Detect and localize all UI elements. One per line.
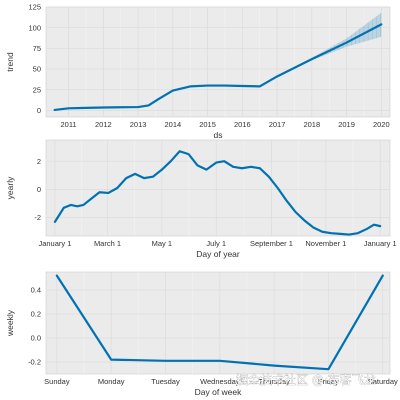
x-tick-label: 2020 xyxy=(373,120,390,129)
y-tick-label: 0.2 xyxy=(31,310,41,319)
series-line-yearly xyxy=(53,150,382,236)
x-tick-label: July 1 xyxy=(206,239,226,248)
y-tick-label: 25 xyxy=(33,85,41,94)
plot-area xyxy=(45,6,391,118)
x-tick-label: 2017 xyxy=(269,120,286,129)
x-tick-label: September 1 xyxy=(250,239,293,248)
y-tick-label: -0.2 xyxy=(28,358,41,367)
x-tick-label: November 1 xyxy=(305,239,346,248)
x-tick-label: January 1 xyxy=(38,239,71,248)
x-axis-label: Day of year xyxy=(196,249,240,259)
y-tick-label: 75 xyxy=(33,44,41,53)
x-tick-label: 2015 xyxy=(199,120,216,129)
x-tick-label: 2012 xyxy=(95,120,112,129)
y-axis-label: trend xyxy=(5,52,15,72)
y-tick-label: 2 xyxy=(37,157,41,166)
series-line-weekly xyxy=(55,274,384,371)
x-tick-label: 2019 xyxy=(338,120,355,129)
x-tick-label: Wednesday xyxy=(200,377,240,386)
x-tick-label: 2016 xyxy=(234,120,251,129)
x-tick-label: 2011 xyxy=(61,120,77,129)
x-tick-label: May 1 xyxy=(152,239,172,248)
subplot-yearly: January 1 March 1 May 1 July 1 September 1 No… xyxy=(5,139,397,259)
x-tick-label: 2014 xyxy=(164,120,181,129)
x-tick-label: Tuesday xyxy=(151,377,180,386)
y-tick-label: 0 xyxy=(37,185,41,194)
x-tick-label: Friday xyxy=(318,377,339,386)
x-axis-label: Day of week xyxy=(195,387,243,397)
subplot-trend: 2011 2012 2013 2014 2015 2016 2017 2018 2019 2020… xyxy=(5,3,391,140)
plot-area xyxy=(45,271,391,375)
series-line-trend xyxy=(53,23,383,112)
y-tick-label: 0.0 xyxy=(31,334,41,343)
y-axis-label: weekly xyxy=(5,309,15,337)
plot-area xyxy=(45,139,391,237)
y-tick-label: 125 xyxy=(28,3,41,12)
y-tick-label: 50 xyxy=(33,65,41,74)
y-tick-label: 100 xyxy=(28,23,41,32)
subplot-weekly: Sunday Monday Tuesday Wednesday Thursday Frid… xyxy=(5,271,398,397)
y-tick-label: 0 xyxy=(37,106,41,115)
x-axis-label: ds xyxy=(214,130,223,140)
x-tick-label: 2018 xyxy=(303,120,320,129)
x-tick-label: March 1 xyxy=(94,239,121,248)
x-tick-label: Thursday xyxy=(258,377,290,386)
y-axis-label: yearly xyxy=(5,176,15,199)
y-tick-label: 0.4 xyxy=(31,286,41,295)
x-tick-label: Saturday xyxy=(368,377,398,386)
y-tick-label: -2 xyxy=(34,213,41,222)
watermark: 掘金技术社区 @ 布客飞龙 xyxy=(236,372,376,387)
x-tick-label: 2013 xyxy=(130,120,147,129)
x-tick-label: Sunday xyxy=(44,377,70,386)
x-tick-label: January 1 xyxy=(364,239,397,248)
x-tick-label: Monday xyxy=(98,377,125,386)
